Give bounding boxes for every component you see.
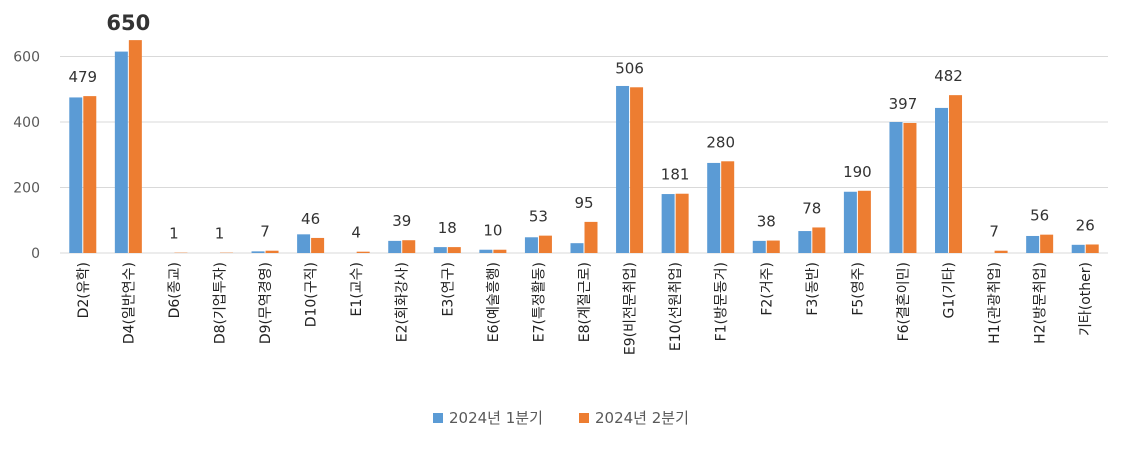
bar-series1-22 [1026, 236, 1039, 253]
x-tick-label: E6(예술흥행) [486, 262, 502, 342]
x-axis-category-labels: D2(유학) D4(일반연수) D6(종교) D8(기업투자) D9(무역경영) D10(… [76, 262, 1094, 355]
data-label: 39 [392, 212, 411, 230]
x-tick-label: F5(영주) [850, 262, 866, 316]
bar-series2-12 [585, 222, 598, 253]
y-tick-label: 600 [13, 50, 40, 66]
data-label: 53 [529, 208, 548, 226]
data-label: 38 [757, 213, 776, 231]
y-tick-label: 0 [31, 246, 40, 262]
bar-series2-13 [630, 87, 643, 253]
x-tick-label: E7(특정활동) [531, 262, 547, 342]
data-label: 650 [106, 11, 150, 35]
x-tick-label: F6(결혼이민) [896, 262, 912, 341]
bar-series1-6 [297, 234, 310, 253]
bar-series2-18 [858, 191, 871, 253]
x-tick-label: D9(무역경영) [258, 262, 274, 344]
bar-series2-21 [995, 251, 1008, 253]
data-label: 78 [802, 199, 821, 217]
data-label: 479 [68, 68, 97, 86]
x-tick-label: H1(관광취업) [987, 262, 1003, 344]
data-label: 7 [260, 223, 270, 241]
data-label: 1 [215, 225, 225, 243]
bar-series1-5 [252, 251, 265, 253]
data-label: 10 [483, 222, 502, 240]
bar-series2-5 [266, 251, 279, 253]
x-tick-label: H2(방문취업) [1033, 262, 1049, 344]
bar-series1-23 [1072, 245, 1085, 253]
x-tick-label: E8(계절근로) [577, 262, 593, 342]
data-label: 190 [843, 163, 872, 181]
legend-entry: 2024년 2분기 [595, 409, 689, 427]
x-tick-label: D8(기업투자) [212, 262, 228, 344]
x-tick-label: E1(교수) [349, 262, 365, 316]
y-tick-label: 200 [13, 181, 40, 197]
x-tick-label: G1(기타) [942, 262, 958, 318]
x-tick-label: D4(일반연수) [121, 262, 137, 344]
data-label: 7 [989, 223, 999, 241]
bar-series2-20 [949, 95, 962, 253]
bar-series2-22 [1040, 235, 1053, 253]
data-label: 56 [1030, 207, 1049, 225]
bar-series2-19 [903, 123, 916, 253]
bar-series1-8 [388, 241, 401, 253]
bar-series2-16 [767, 241, 780, 253]
bar-series1-14 [662, 194, 675, 253]
bar-series1-15 [707, 163, 720, 253]
x-tick-label: E9(비전문취업) [623, 262, 639, 355]
x-tick-label: F3(동반) [805, 262, 821, 316]
data-label: 95 [574, 194, 593, 212]
x-tick-label: E10(선원취업) [668, 262, 684, 351]
data-label: 506 [615, 59, 644, 77]
bar-series1-18 [844, 192, 857, 253]
bar-series1-2 [115, 52, 128, 253]
bar-series2-11 [539, 236, 552, 253]
data-label: 181 [661, 166, 690, 184]
data-label: 397 [889, 95, 918, 113]
x-tick-label: F2(거주) [759, 262, 775, 316]
bar-series2-14 [676, 194, 689, 253]
legend-swatch [579, 413, 589, 423]
bar-series2-23 [1086, 244, 1099, 253]
bar-series2-15 [721, 161, 734, 253]
bar-series1-20 [935, 108, 948, 253]
bar-series2-10 [493, 250, 506, 253]
y-tick-label: 400 [13, 115, 40, 131]
bar-series1-10 [479, 250, 492, 253]
legend: 2024년 1분기 2024년 2분기 [433, 409, 689, 427]
x-tick-label: D10(구직) [304, 262, 320, 327]
bar-series2-6 [311, 238, 324, 253]
bar-series2-17 [812, 227, 825, 253]
x-tick-label: 기타(other) [1078, 262, 1094, 336]
data-label: 26 [1076, 216, 1095, 234]
x-tick-label: D6(종교) [167, 262, 183, 318]
x-tick-label: D2(유학) [76, 262, 92, 318]
data-label: 280 [706, 133, 735, 151]
legend-entry: 2024년 1분기 [449, 409, 543, 427]
data-label: 4 [351, 224, 361, 242]
bar-series1-9 [434, 247, 447, 253]
bar-series1-1 [69, 97, 82, 253]
data-label: 46 [301, 210, 320, 228]
bar-series2-9 [448, 247, 461, 253]
bar-series1-13 [616, 86, 629, 253]
bar-series2-2 [129, 40, 142, 253]
data-label: 482 [934, 67, 963, 85]
bar-series1-11 [525, 237, 538, 253]
x-tick-label: E2(회화강사) [395, 262, 411, 342]
bar-series2-7 [357, 252, 370, 253]
bar-series1-12 [571, 243, 584, 253]
legend-swatch [433, 413, 443, 423]
bar-series2-1 [83, 96, 96, 253]
data-label: 18 [438, 219, 457, 237]
y-axis-tick-labels: 0 200 400 600 [13, 50, 40, 263]
bar-series1-19 [889, 122, 902, 253]
x-tick-label: E3(연구) [440, 262, 456, 316]
data-label: 1 [169, 225, 179, 243]
x-tick-label: F1(방문동거) [714, 262, 730, 341]
bar-series1-16 [753, 241, 766, 253]
bar-series2-8 [402, 240, 415, 253]
bar-series1-17 [798, 231, 811, 253]
